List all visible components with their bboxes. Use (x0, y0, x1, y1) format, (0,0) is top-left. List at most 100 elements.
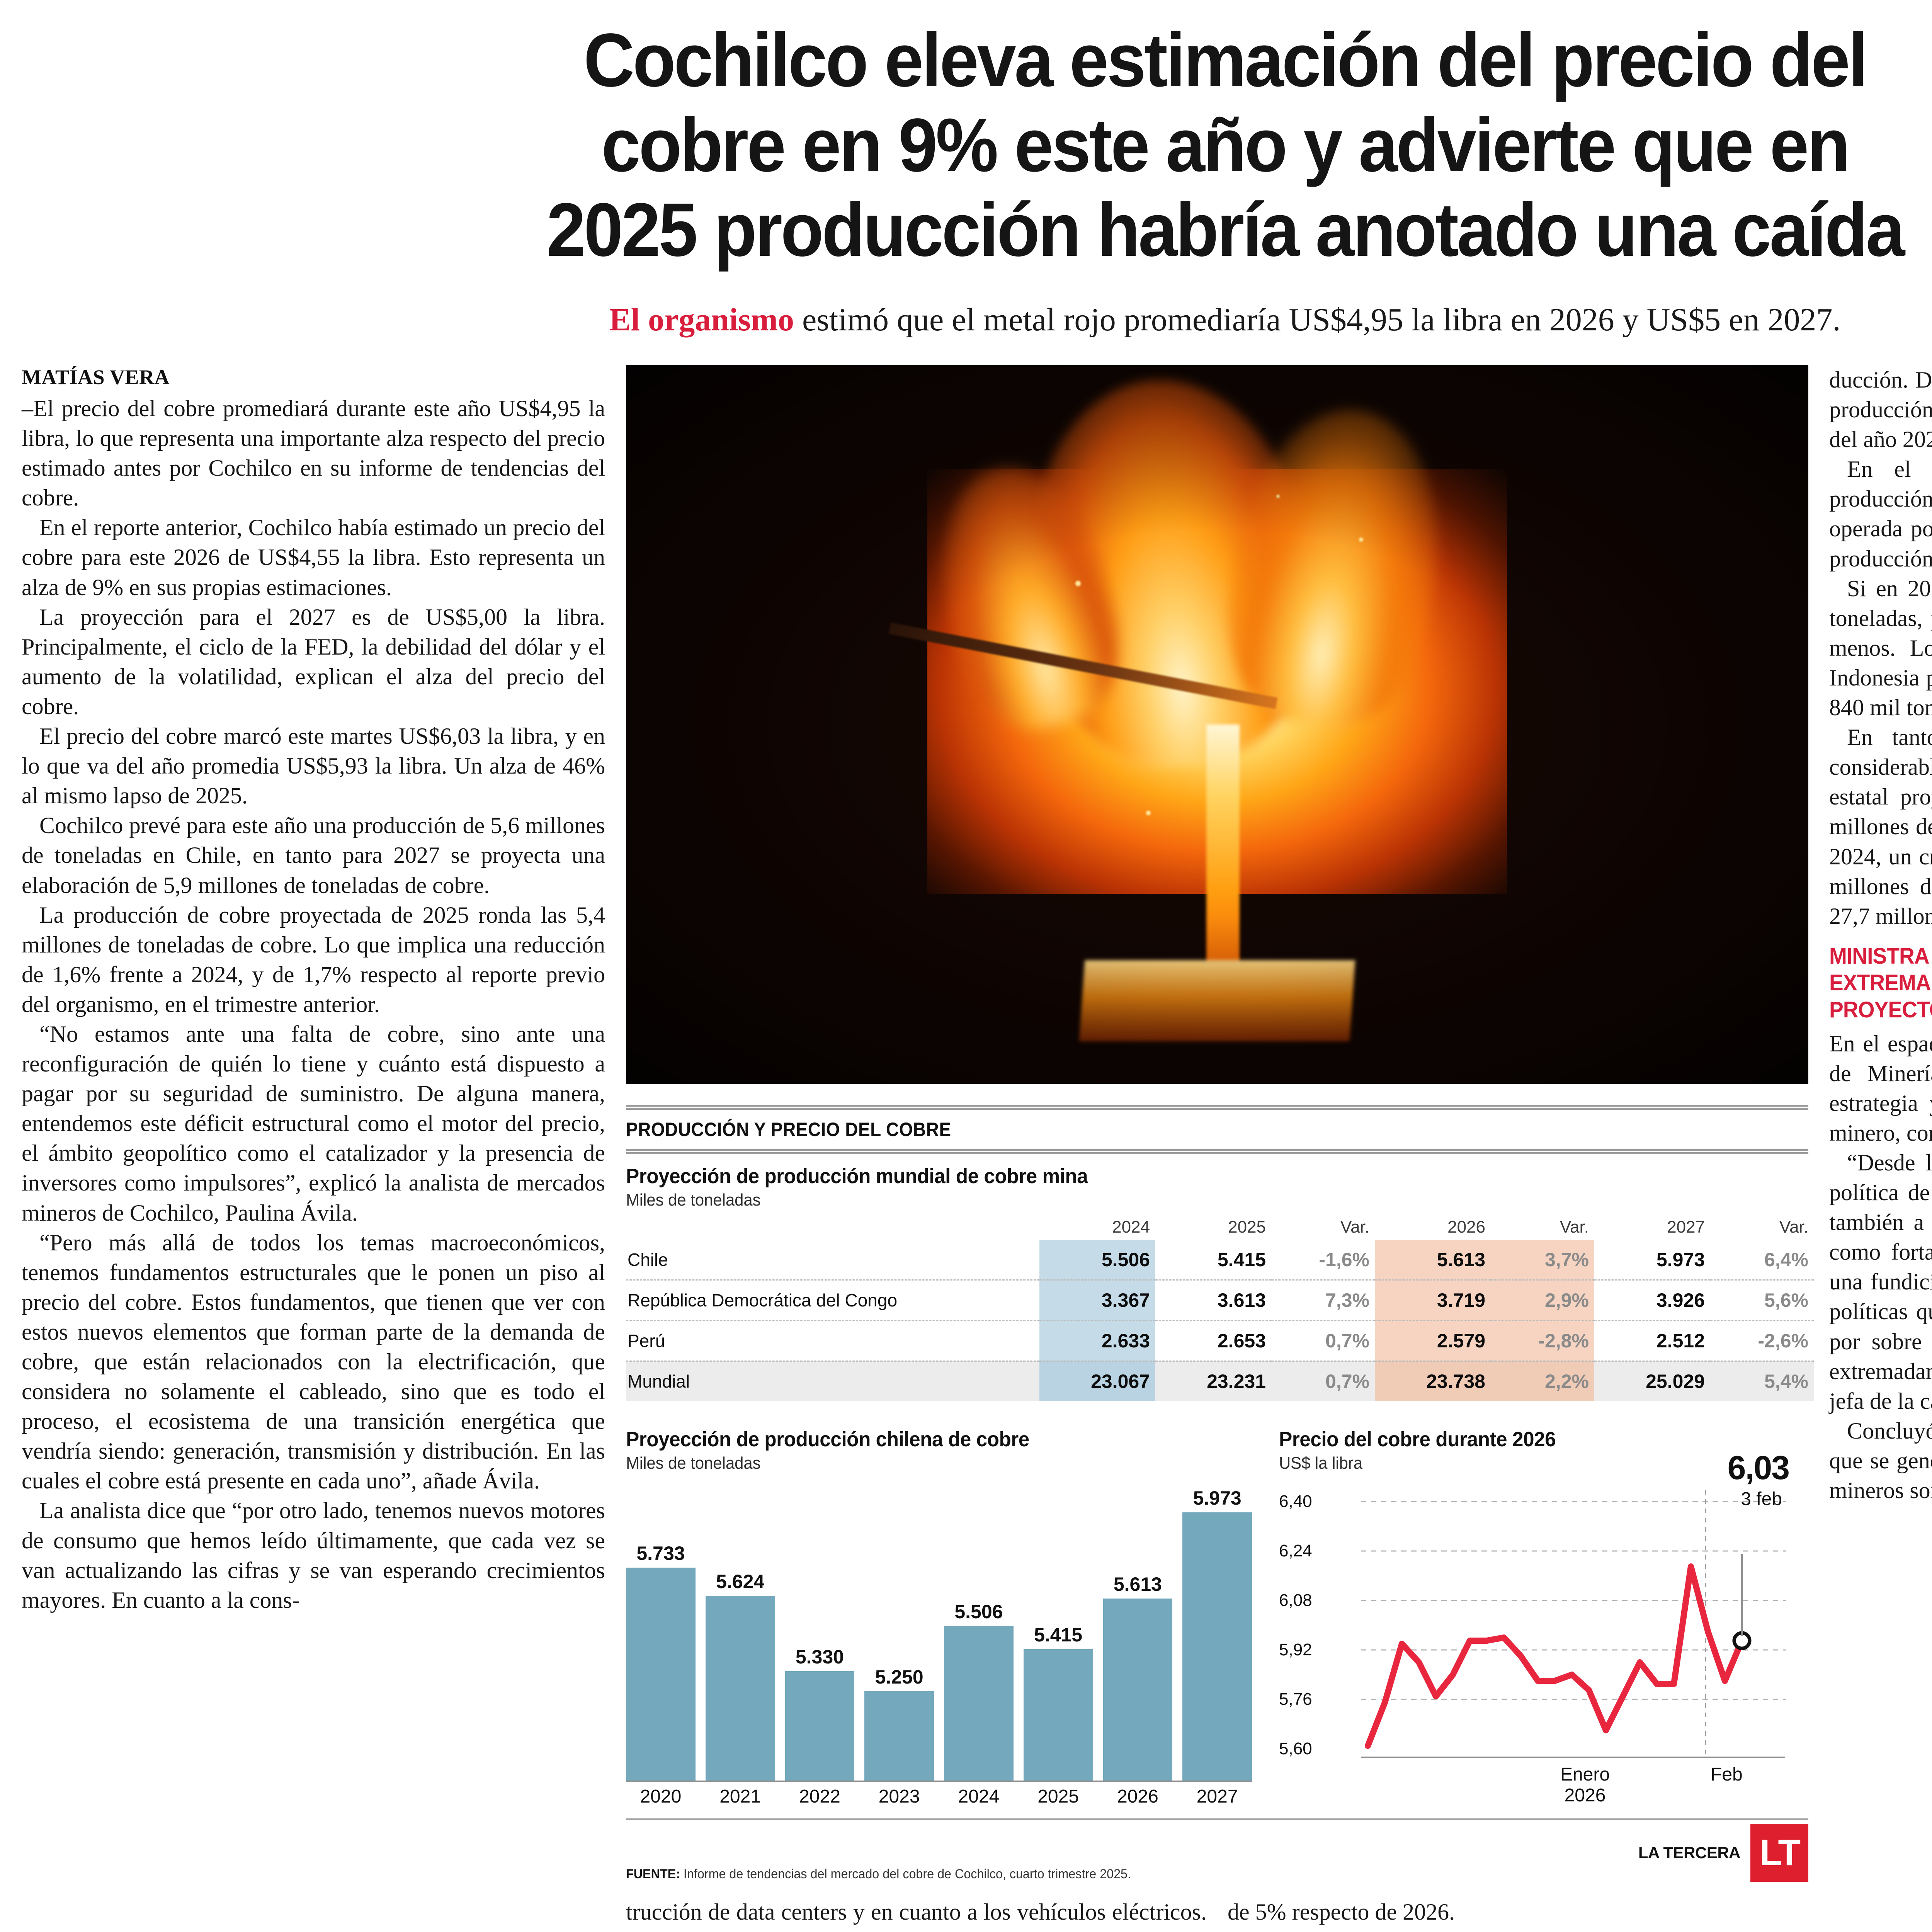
paragraph: Si en 2024 se calculaba una producción d… (1829, 575, 1932, 721)
paragraph-text: Concluyó señalando que “lo más important… (1829, 1418, 1932, 1503)
source-label: FUENTE: (626, 1867, 680, 1882)
table-row-total: Mundial 23.067 23.231 0,7% 23.738 2,2% 2… (626, 1361, 1814, 1401)
cell-country: República Democrática del Congo (626, 1280, 1039, 1321)
th-2024: 2024 (1112, 1218, 1150, 1237)
table-subtitle: Miles de toneladas (626, 1190, 761, 1210)
cell-2025: 23.231 (1155, 1361, 1271, 1401)
paragraph: trucción de data centers y en cuanto a l… (626, 1899, 1207, 1932)
line-chart-x-axis: Enero 2026 Feb (1361, 1757, 1785, 1818)
x-tick: 2024 (958, 1786, 1000, 1807)
article-body: MATÍAS VERA –El precio del cobre promedi… (0, 365, 1932, 1932)
paragraph: –El precio del cobre promediará durante … (22, 396, 605, 511)
paragraph: La producción de cobre proyectada de 202… (22, 902, 605, 1017)
table-row: Chile 5.506 5.415 -1,6% 5.613 3,7% 5.973… (626, 1240, 1814, 1281)
th-2026: 2026 (1447, 1218, 1485, 1237)
lead-rest: estimó que el metal rojo promediaría US$… (794, 301, 1841, 338)
paragraph: Concluyó señalando que “lo más important… (1829, 1416, 1932, 1505)
paragraph: El precio del cobre marcó este martes US… (22, 723, 605, 809)
la-tercera-logo-icon: LT (1750, 1824, 1808, 1882)
infographic-footer: FUENTE: Informe de tendencias del mercad… (626, 1824, 1808, 1882)
bar-value-label: 5.506 (954, 1601, 1003, 1623)
headline-block: Cochilco eleva estimación del precio del… (0, 0, 1932, 272)
bar-chart-chile-production: Proyección de producción chilena de cobr… (626, 1417, 1252, 1818)
paragraph: “No estamos ante una falta de cobre, sin… (22, 1021, 605, 1226)
th-2025: 2025 (1228, 1218, 1266, 1237)
brand-name: LA TERCERA (1638, 1844, 1741, 1862)
article-lead: El organismo estimó que el metal rojo pr… (433, 300, 1932, 340)
line-chart-last-date: 3 feb (1741, 1489, 1782, 1510)
line-chart-copper-price: Precio del cobre durante 2026 US$ la lib… (1279, 1417, 1790, 1818)
paragraph: ducción. De hecho, Chile en el año 2025,… (1829, 367, 1932, 452)
subheading-ministra-williams: MINISTRA WILLIAMS: “UN CICLO POLÍTICO ES… (1829, 943, 1932, 1022)
cell-2027: 25.029 (1594, 1361, 1710, 1401)
bar-item: 5.613 (1103, 1487, 1173, 1781)
paragraph: La proyección para el 2027 es de US$5,00… (22, 604, 605, 719)
table-title: Proyección de producción mundial de cobr… (626, 1165, 1088, 1188)
th-var-2026: Var. (1560, 1218, 1589, 1237)
bar-rect (1103, 1598, 1173, 1781)
x-tick: 2020 (640, 1786, 682, 1807)
page-title: Cochilco eleva estimación del precio del… (194, 18, 1932, 272)
th-var-2027: Var. (1779, 1218, 1808, 1237)
table-row: República Democrática del Congo 3.367 3.… (626, 1280, 1814, 1321)
cell-var-2025: 7,3% (1271, 1280, 1375, 1321)
paragraph: “Pero más allá de todos los temas macroe… (22, 1230, 605, 1494)
divider-mid (626, 1149, 1808, 1155)
infographic-kicker: PRODUCCIÓN Y PRECIO DEL COBRE (626, 1119, 951, 1141)
line-chart-subtitle: US$ la libra (1279, 1454, 1363, 1473)
cell-2025: 3.613 (1155, 1280, 1271, 1321)
infographic: PRODUCCIÓN Y PRECIO DEL COBRE Proyección… (626, 1105, 1814, 1882)
bar-rect (705, 1595, 775, 1781)
divider-top (626, 1105, 1808, 1110)
charts-row: Proyección de producción chilena de cobr… (626, 1417, 1808, 1818)
line-chart-title: Precio del cobre durante 2026 (1279, 1428, 1556, 1451)
bar-rect (785, 1671, 855, 1781)
bar-chart-title: Proyección de producción chilena de cobr… (626, 1428, 1029, 1451)
column-bottom-a: trucción de data centers y en cuanto a l… (626, 1897, 1207, 1932)
bar-rect (1182, 1512, 1252, 1781)
lead-bold: El organismo (609, 301, 794, 338)
bar-item: 5.973 (1182, 1487, 1252, 1781)
headline-line-3: 2025 producción habría anotado una caída (546, 187, 1905, 272)
bar-value-label: 5.613 (1113, 1573, 1162, 1595)
cell-2025: 2.653 (1155, 1320, 1271, 1362)
th-country (626, 1218, 1039, 1240)
x-tick-month: Enero (1560, 1764, 1610, 1785)
headline-line-1: Cochilco eleva estimación del precio del (583, 18, 1868, 102)
cell-var-2025: -1,6% (1271, 1240, 1375, 1281)
y-tick: 5,60 (1279, 1739, 1312, 1759)
bar-chart-subtitle: Miles de toneladas (626, 1454, 761, 1473)
bar-item: 5.250 (864, 1487, 934, 1781)
x-tick: 2027 (1196, 1786, 1238, 1807)
photo-vignette (626, 365, 1808, 1084)
table-row: Perú 2.633 2.653 0,7% 2.579 -2,8% 2.512 … (626, 1320, 1814, 1362)
y-tick: 6,40 (1279, 1492, 1312, 1511)
cell-var-2026: 2,9% (1491, 1280, 1594, 1321)
paragraph: “Desde la cartera de minería, hemos busc… (1829, 1150, 1932, 1414)
cell-country: Perú (626, 1320, 1039, 1362)
y-tick: 5,76 (1279, 1690, 1312, 1709)
bar-rect (626, 1568, 696, 1781)
bar-value-label: 5.624 (716, 1570, 765, 1592)
bottom-columns: trucción de data centers y en cuanto a l… (626, 1897, 1808, 1932)
paragraph: El coordinador de mercado de la agencia,… (1228, 1927, 1808, 1932)
cell-2026: 5.613 (1375, 1240, 1491, 1281)
paragraph: En tanto, la demanda estimada por Cochil… (1829, 724, 1932, 929)
bar-item: 5.624 (705, 1487, 775, 1781)
byline: MATÍAS VERA (22, 366, 170, 389)
cell-var-2026: 3,7% (1491, 1240, 1594, 1281)
bar-rect (944, 1626, 1014, 1781)
y-tick: 6,08 (1279, 1591, 1312, 1610)
cell-var-2025: 0,7% (1271, 1361, 1375, 1401)
bar-item: 5.330 (785, 1487, 855, 1781)
bar-value-label: 5.330 (795, 1646, 844, 1668)
cell-2024: 2.633 (1039, 1320, 1155, 1362)
paragraph: En el espacio posterior a la presentació… (1829, 1031, 1932, 1146)
paragraph: La analista dice que “por otro lado, ten… (22, 1498, 605, 1613)
column-right: ducción. De hecho, Chile en el año 2025,… (1829, 365, 1932, 1505)
bar-value-label: 5.973 (1193, 1487, 1242, 1509)
x-tick-month-2: Feb (1711, 1764, 1743, 1785)
world-production-table: 2024 2025 Var. 2026 Var. 2027 Var. Chile… (626, 1218, 1814, 1401)
cell-var-2025: 0,7% (1271, 1320, 1375, 1362)
bar-value-label: 5.733 (636, 1543, 685, 1565)
